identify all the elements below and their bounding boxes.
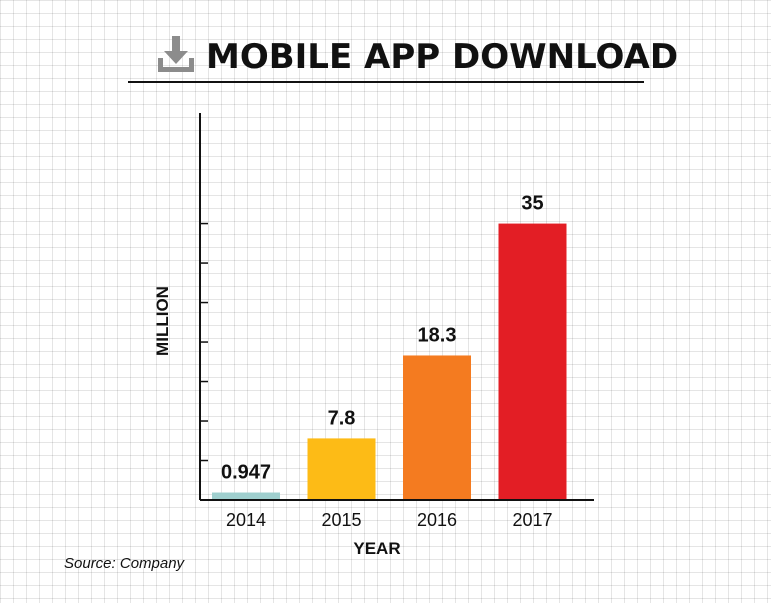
value-label-2017: 35 xyxy=(521,193,543,215)
x-tick-label-2015: 2015 xyxy=(321,510,361,530)
value-label-2016: 18.3 xyxy=(418,324,457,346)
x-tick-label-2016: 2016 xyxy=(417,510,457,530)
source-note: Source: Company xyxy=(64,555,186,572)
x-axis-title: YEAR xyxy=(353,539,400,558)
bar-2017 xyxy=(498,223,567,501)
value-label-2014: 0.947 xyxy=(221,462,271,484)
x-tick-label-2014: 2014 xyxy=(226,510,266,530)
download-icon xyxy=(158,36,194,72)
value-label-2015: 7.8 xyxy=(328,407,356,429)
chart-title: MOBILE APP DOWNLOAD xyxy=(206,37,678,77)
bar-2016 xyxy=(403,355,471,500)
y-axis-title: MILLION xyxy=(153,286,172,356)
x-tick-label-2017: 2017 xyxy=(512,510,552,530)
bar-2014 xyxy=(212,492,280,500)
bar-2015 xyxy=(307,438,376,500)
